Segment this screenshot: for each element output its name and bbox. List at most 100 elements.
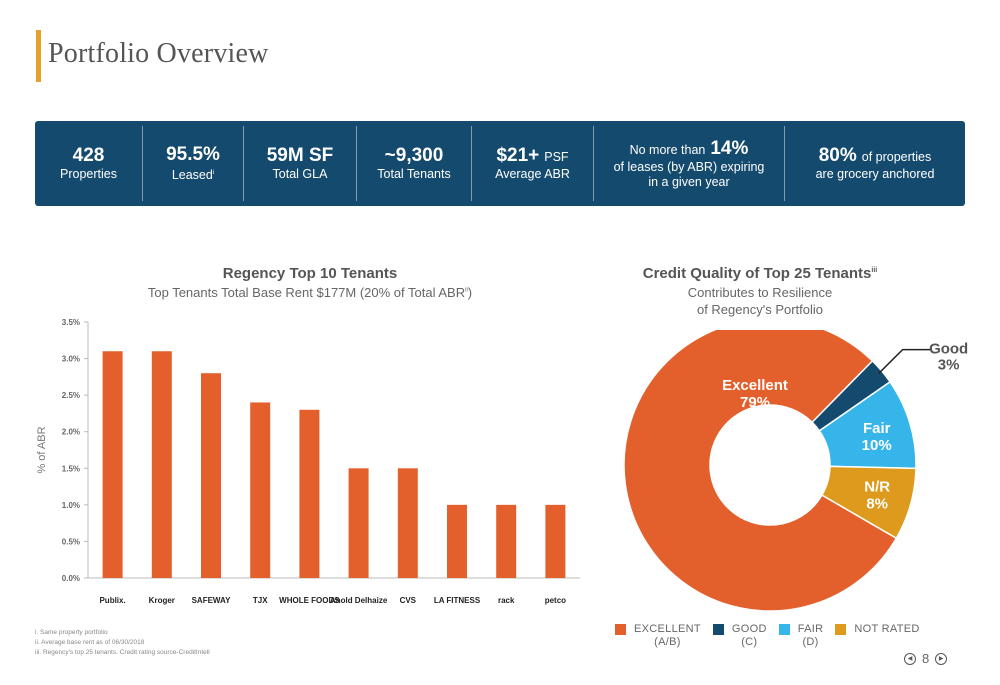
stat-grocery-line2: are grocery anchored bbox=[815, 167, 935, 181]
category-logo-label: Ahold Delhaize bbox=[330, 596, 388, 605]
stat-leases-row: No more than 14% bbox=[630, 138, 749, 160]
stat-gla: 59M SF Total GLA bbox=[244, 126, 357, 201]
stat-leased: 95.5% Leasedi bbox=[143, 126, 244, 201]
legend-item-excellent: EXCELLENT (A/B) bbox=[615, 623, 701, 649]
donut-chart-title-note: iii bbox=[871, 267, 878, 274]
stat-leases-prefix: No more than bbox=[629, 142, 706, 157]
bar-chart-title: Regency Top 10 Tenants bbox=[222, 265, 398, 282]
slice-label-3-name: N/R bbox=[864, 478, 890, 495]
bar-5 bbox=[299, 409, 320, 578]
category-logo-label: Kroger bbox=[149, 596, 175, 605]
stat-grocery-value: 80% bbox=[818, 145, 857, 166]
legend-label-excellent: EXCELLENT bbox=[634, 623, 701, 635]
y-tick-label: 2.5% bbox=[62, 391, 80, 400]
slice-label-excellent-value: 79% bbox=[740, 394, 770, 411]
stat-leases-value: 14% bbox=[710, 137, 749, 159]
stat-abr-unit: PSF bbox=[544, 150, 569, 164]
stat-gla-value: 59M SF bbox=[266, 145, 334, 166]
y-axis-label: % of ABR bbox=[36, 426, 48, 473]
legend-item-good: GOOD (C) bbox=[712, 623, 767, 649]
stat-leased-value: 95.5% bbox=[166, 143, 220, 165]
prev-page-icon[interactable]: ◀ bbox=[904, 652, 916, 665]
stat-properties-value: 428 bbox=[72, 145, 105, 166]
stat-tenants: ~9,300 Total Tenants bbox=[357, 126, 472, 201]
y-tick-label: 0.5% bbox=[62, 537, 80, 546]
stat-gla-label: Total GLA bbox=[272, 167, 328, 181]
legend-sub-good: (C) bbox=[741, 636, 758, 648]
legend-swatch-not-rated bbox=[835, 624, 847, 635]
donut-chart-subtitle-line1: Contributes to Resilience bbox=[687, 285, 833, 300]
legend-label-fair-wrap: FAIR (D) bbox=[798, 623, 824, 649]
next-page-icon[interactable]: ▶ bbox=[935, 652, 948, 665]
bar-chart-subtitle-note: ii bbox=[465, 287, 468, 294]
bar-8 bbox=[447, 504, 467, 578]
slice-label-2-name: Fair bbox=[863, 420, 891, 437]
category-logo-label: LA FITNESS bbox=[434, 596, 481, 605]
stat-grocery-row: 80% of properties bbox=[819, 145, 932, 167]
stat-abr-label: Average ABR bbox=[495, 167, 570, 181]
category-logo-label: SAFEWAY bbox=[192, 596, 231, 605]
stat-tenants-value: ~9,300 bbox=[384, 145, 444, 166]
stat-properties: 428 Properties bbox=[35, 126, 143, 201]
slice-label-good-name: Good bbox=[929, 341, 968, 358]
category-logo-label: petco bbox=[545, 596, 566, 605]
legend-label-not-rated: NOT RATED bbox=[854, 623, 920, 635]
y-tick-label: 1.5% bbox=[62, 464, 80, 473]
bar-chart-subtitle: Top Tenants Total Base Rent $177M (20% o… bbox=[60, 285, 560, 300]
slice-label-3-value: 8% bbox=[866, 495, 888, 512]
bar-4 bbox=[250, 402, 271, 578]
stat-leases: No more than 14% of leases (by ABR) expi… bbox=[594, 126, 785, 201]
slice-label-excellent-name: Excellent bbox=[722, 377, 788, 394]
stat-abr: $21+ PSF Average ABR bbox=[472, 126, 594, 201]
stat-abr-value: $21+ bbox=[496, 145, 540, 166]
category-logo-label: rack bbox=[498, 596, 515, 605]
legend-swatch-good bbox=[712, 624, 724, 635]
footnote-1: i. Same property portfolio bbox=[35, 629, 108, 636]
pager: ◀ 8 ▶ bbox=[904, 651, 948, 666]
bar-chart-subtitle-text: Top Tenants Total Base Rent $177M (20% o… bbox=[147, 285, 466, 300]
y-tick-label: 3.0% bbox=[62, 355, 80, 364]
category-logo-label: WHOLE FOODS bbox=[279, 596, 340, 605]
bar-10 bbox=[545, 504, 566, 578]
slice-label-good-value: 3% bbox=[938, 357, 960, 374]
bar-2 bbox=[151, 351, 172, 578]
bar-1 bbox=[102, 351, 123, 578]
stat-grocery-suffix: of properties bbox=[861, 150, 932, 164]
donut-chart-subtitle-line2: of Regency's Portfolio bbox=[696, 302, 824, 317]
footnotes: i. Same property portfolio ii. Average b… bbox=[35, 628, 210, 658]
donut-slice-excellent bbox=[623, 330, 898, 612]
legend-label-fair: FAIR bbox=[797, 623, 824, 635]
good-leader-line bbox=[878, 348, 931, 375]
stat-leased-label: Leased bbox=[171, 168, 213, 183]
category-logo-label: CVS bbox=[400, 596, 417, 605]
stat-grocery: 80% of properties are grocery anchored bbox=[785, 126, 965, 201]
category-logo-label: Publix. bbox=[99, 596, 125, 605]
y-tick-label: 2.0% bbox=[62, 428, 80, 437]
bar-3 bbox=[201, 373, 221, 578]
legend-sub-excellent: (A/B) bbox=[654, 636, 681, 648]
legend-swatch-excellent bbox=[615, 624, 626, 635]
bar-chart-subtitle-end: ) bbox=[467, 285, 473, 300]
bar-chart: 0.0% 0.5% 1.0% 1.5% 2.0% 2.5% 3.0% 3.5% % of ABR… bbox=[36, 318, 580, 605]
stats-banner: 428 Properties 95.5% Leasedi 59M SF Tota… bbox=[35, 121, 965, 206]
footnote-2: ii. Average base rent as of 06/30/2018 bbox=[35, 639, 145, 646]
slice-label-2-value: 10% bbox=[862, 437, 892, 454]
donut-chart-title-text: Credit Quality of Top 25 Tenants bbox=[642, 265, 872, 282]
stat-leased-label-wrap: Leasedi bbox=[172, 166, 214, 183]
legend-item-not-rated: NOT RATED bbox=[835, 623, 919, 649]
bar-6 bbox=[348, 468, 369, 578]
legend-label-good: GOOD bbox=[731, 623, 767, 635]
legend-item-fair: FAIR (D) bbox=[778, 623, 824, 649]
stat-tenants-label: Total Tenants bbox=[377, 167, 451, 181]
page-title: Portfolio Overview bbox=[48, 38, 269, 69]
title-accent-bar bbox=[36, 30, 41, 82]
footnote-3: iii. Regency's top 25 tenants. Credit ra… bbox=[35, 649, 210, 656]
page-number: 8 bbox=[922, 651, 930, 666]
legend-sub-fair: (D) bbox=[802, 636, 819, 648]
y-tick-label: 3.5% bbox=[62, 318, 80, 327]
bar-9 bbox=[496, 504, 517, 578]
donut-legend: EXCELLENT (A/B) GOOD (C) FAIR (D) NOT RA… bbox=[615, 623, 975, 649]
stat-leases-line3: in a given year bbox=[648, 174, 730, 189]
y-tick-label: 1.0% bbox=[62, 501, 80, 510]
